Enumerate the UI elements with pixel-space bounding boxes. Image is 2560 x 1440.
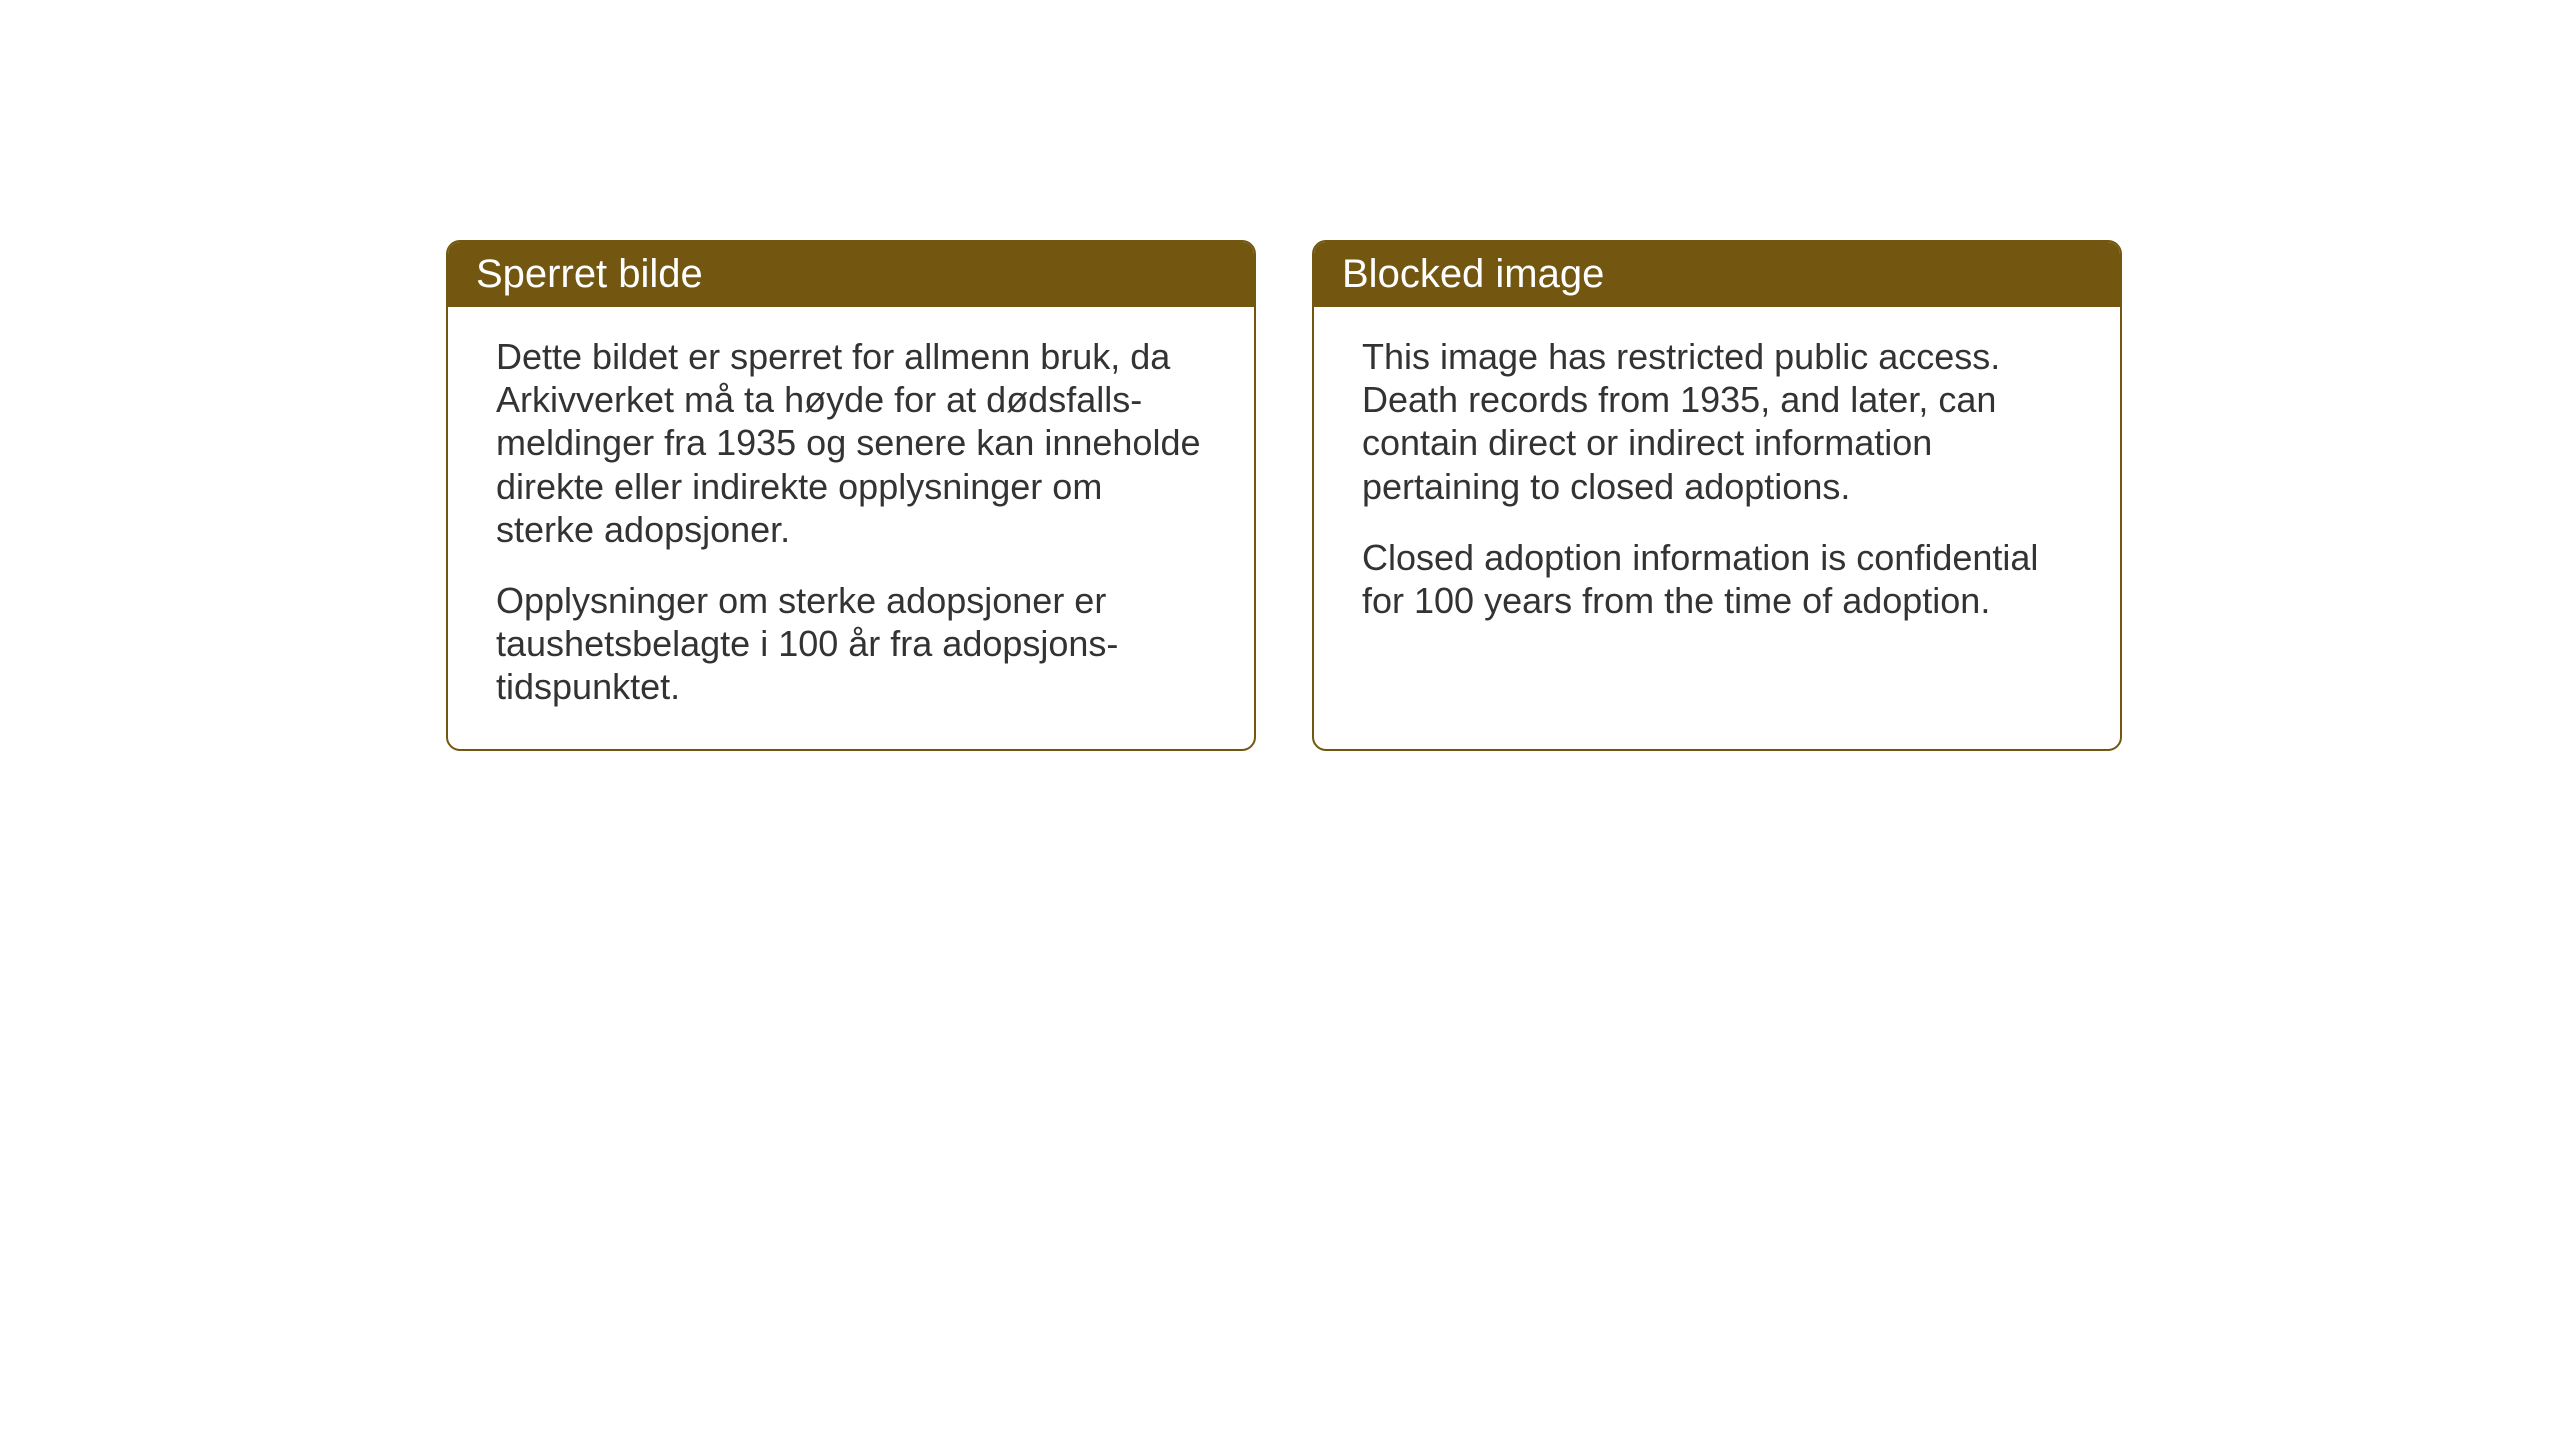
card-paragraph-2-norwegian: Opplysninger om sterke adopsjoner er tau…	[496, 579, 1206, 709]
card-body-norwegian: Dette bildet er sperret for allmenn bruk…	[448, 307, 1254, 749]
card-header-english: Blocked image	[1314, 242, 2120, 307]
card-title-english: Blocked image	[1342, 252, 1604, 296]
notice-card-norwegian: Sperret bilde Dette bildet er sperret fo…	[446, 240, 1256, 751]
card-paragraph-1-norwegian: Dette bildet er sperret for allmenn bruk…	[496, 335, 1206, 551]
card-paragraph-2-english: Closed adoption information is confident…	[1362, 536, 2072, 622]
card-body-english: This image has restricted public access.…	[1314, 307, 2120, 662]
card-header-norwegian: Sperret bilde	[448, 242, 1254, 307]
notice-card-english: Blocked image This image has restricted …	[1312, 240, 2122, 751]
notice-container: Sperret bilde Dette bildet er sperret fo…	[446, 240, 2122, 751]
card-paragraph-1-english: This image has restricted public access.…	[1362, 335, 2072, 508]
card-title-norwegian: Sperret bilde	[476, 252, 703, 296]
